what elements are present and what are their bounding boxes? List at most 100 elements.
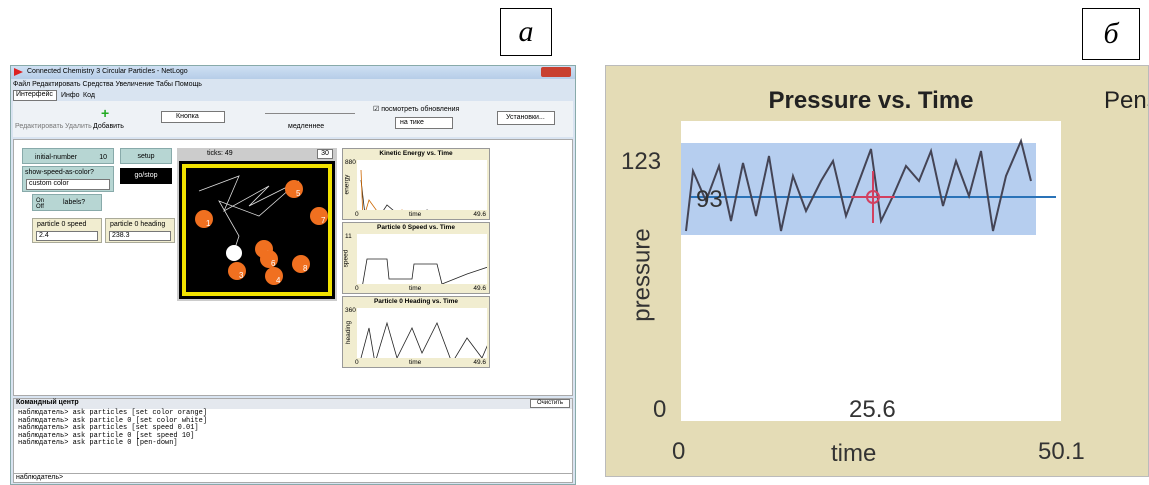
plot-title: Kinetic Energy vs. Time bbox=[379, 150, 453, 157]
plot-x-min: 0 bbox=[355, 359, 359, 366]
menu-item[interactable]: Увеличение bbox=[115, 81, 155, 88]
toolbar-button[interactable]: Удалить bbox=[65, 123, 92, 130]
world-border bbox=[182, 164, 332, 296]
plot-x-max: 49.6 bbox=[473, 285, 486, 292]
tab[interactable]: Интерфейс bbox=[13, 90, 57, 101]
particle bbox=[265, 267, 283, 285]
monitor-value: 238.3 bbox=[109, 231, 171, 241]
plot-canvas bbox=[681, 137, 1056, 235]
add-icon: + bbox=[101, 105, 110, 121]
pen-trail bbox=[198, 175, 300, 252]
window-title: Connected Chemistry 3 Circular Particles… bbox=[27, 68, 188, 75]
particle-label: 5 bbox=[296, 189, 301, 198]
menu-item[interactable]: Помощь bbox=[174, 81, 202, 88]
checkbox-label[interactable]: ☑ посмотреть обновления bbox=[373, 106, 460, 113]
plot-y-label: energy bbox=[343, 174, 351, 195]
slider[interactable]: initial-number 10 bbox=[22, 148, 114, 164]
interface-area: initial-number 10 setup show-speed-as-col… bbox=[13, 139, 573, 396]
view-speed: 30 bbox=[317, 149, 333, 159]
x-mark: 25.6 bbox=[849, 396, 896, 423]
cc-line: наблюдатель> ask particles [set color or… bbox=[18, 409, 208, 417]
cc-line: наблюдатель> ask particle 0 [set speed 1… bbox=[18, 431, 195, 440]
particle-label: 4 bbox=[276, 276, 281, 285]
toolbar-button[interactable]: Редактировать bbox=[15, 123, 64, 130]
plot-line bbox=[360, 321, 487, 358]
plot-y-max: 11 bbox=[345, 233, 352, 240]
plot-x-max: 49.6 bbox=[473, 359, 486, 366]
cc-output: наблюдатель> ask particles [set color or… bbox=[18, 409, 208, 448]
chooser[interactable]: show-speed-as-color? custom color bbox=[22, 166, 114, 192]
chooser-name: show-speed-as-color? bbox=[25, 169, 94, 176]
close-button[interactable] bbox=[541, 67, 571, 77]
panel-label: а bbox=[500, 8, 552, 56]
cc-line: наблюдатель> ask particle 0 [set color w… bbox=[18, 416, 208, 425]
cc-prompt[interactable]: наблюдатель> bbox=[14, 473, 572, 483]
switch[interactable]: On Off labels? bbox=[32, 194, 102, 211]
title-bar: Connected Chemistry 3 Circular Particles… bbox=[11, 66, 575, 79]
plot-line bbox=[360, 179, 429, 210]
plot-title: Particle 0 Heading vs. Time bbox=[373, 298, 459, 305]
particle bbox=[285, 180, 303, 198]
view: ticks: 49 30 57193648 bbox=[177, 148, 337, 301]
menu-item[interactable]: Средства bbox=[82, 81, 114, 88]
setup-button[interactable]: setup bbox=[120, 148, 172, 164]
highlight-band bbox=[681, 143, 1036, 235]
plot-line bbox=[360, 169, 404, 210]
plot-y-label: heading bbox=[345, 320, 353, 345]
plot-title: Pressure vs. Time bbox=[768, 87, 974, 114]
switch-name: labels? bbox=[63, 199, 86, 206]
slider-name: initial-number bbox=[35, 154, 78, 161]
y-mark: 93 bbox=[696, 186, 723, 213]
plot-x-max: 49.6 bbox=[473, 211, 486, 218]
menu-item[interactable]: Редактировать bbox=[32, 81, 81, 88]
plot-x-label: time bbox=[409, 211, 422, 218]
ticks: ticks: 49 bbox=[207, 150, 233, 157]
plot-x-min: 0 bbox=[355, 211, 359, 218]
menu-bar: Файл Редактировать Средства Увеличение Т… bbox=[13, 81, 202, 88]
tab[interactable]: Код bbox=[83, 92, 95, 99]
switch-state: On Off bbox=[36, 198, 44, 210]
plot: Particle 0 Speed vs. Time 11 speed 0 time 49.… bbox=[342, 222, 490, 294]
go-button[interactable]: go/stop bbox=[120, 168, 172, 184]
particle bbox=[260, 250, 278, 268]
menu-item[interactable]: Табы bbox=[155, 81, 173, 88]
app-icon bbox=[14, 68, 23, 76]
cc-line: наблюдатель> ask particles [set speed 0.… bbox=[18, 424, 199, 432]
particle-label: 7 bbox=[321, 216, 326, 225]
particle bbox=[310, 207, 328, 225]
toolbar: Редактировать Удалить + Добавить Кнопка … bbox=[13, 101, 573, 137]
particle-label: 3 bbox=[239, 271, 244, 280]
plot: Kinetic Energy vs. Time 880 energy 0 time 49.… bbox=[342, 148, 490, 220]
pens-label: Pens bbox=[1104, 87, 1148, 114]
monitor-value: 2.4 bbox=[36, 231, 98, 241]
settings-button[interactable]: Установки... bbox=[497, 111, 555, 125]
monitor: particle 0 speed 2.4 bbox=[32, 218, 102, 243]
speed-slider[interactable] bbox=[265, 113, 355, 114]
toolbar-button[interactable]: Добавить bbox=[93, 123, 124, 130]
panel-label: б bbox=[1082, 8, 1140, 60]
switch-off: Off bbox=[36, 204, 44, 210]
world-bg bbox=[179, 161, 335, 299]
particle bbox=[292, 255, 310, 273]
update-dropdown[interactable]: на тике bbox=[395, 117, 453, 129]
particle bbox=[228, 262, 246, 280]
switch-on: On bbox=[36, 198, 45, 204]
slider-value: 10 bbox=[99, 154, 107, 161]
tab[interactable]: Инфо bbox=[61, 92, 80, 99]
plots: Kinetic Energy vs. Time 880 energy 0 time 49.… bbox=[342, 148, 492, 370]
menu-item[interactable]: Файл bbox=[13, 81, 31, 88]
speed-label: медленнее bbox=[288, 123, 325, 130]
plot: Particle 0 Heading vs. Time 360 heading 0 ti… bbox=[342, 296, 490, 368]
widget-dropdown[interactable]: Кнопка bbox=[161, 111, 225, 123]
monitor-label: particle 0 speed bbox=[37, 221, 87, 228]
cc-line: наблюдатель> ask particle 0 [pen-down] bbox=[18, 439, 178, 447]
clear-button[interactable]: Очистить bbox=[530, 399, 570, 408]
world: 57193648 bbox=[179, 161, 335, 299]
y-axis-label: pressure bbox=[628, 228, 656, 322]
x-min: 0 bbox=[672, 438, 686, 465]
plot-title: Particle 0 Speed vs. Time bbox=[377, 224, 455, 231]
particle-0 bbox=[226, 245, 242, 261]
command-center: Командный центр Очистить наблюдатель> as… bbox=[13, 398, 573, 483]
window: Connected Chemistry 3 Circular Particles… bbox=[10, 65, 576, 485]
